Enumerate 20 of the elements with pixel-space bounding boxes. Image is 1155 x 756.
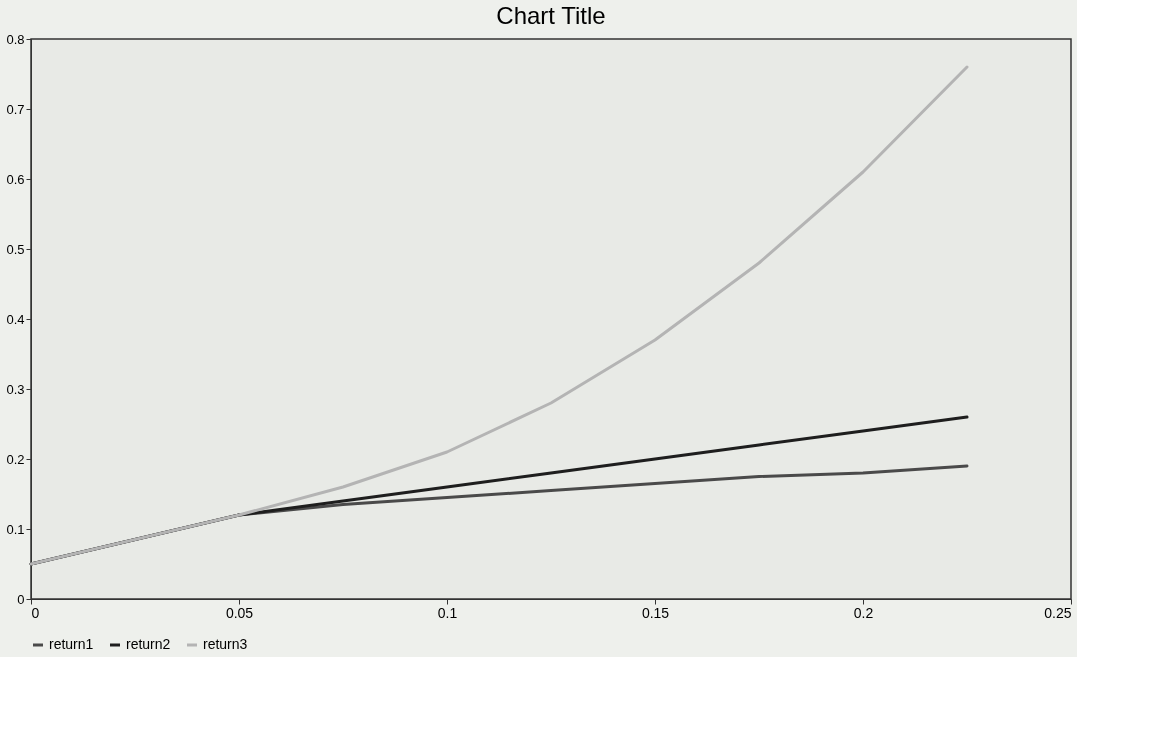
y-tick-label: 0.2 bbox=[6, 451, 25, 467]
y-tick-label: 0.5 bbox=[6, 241, 25, 257]
y-tick-label: 0.3 bbox=[6, 381, 25, 397]
legend-label: return2 bbox=[126, 636, 171, 652]
y-tick-label: 0.4 bbox=[6, 311, 25, 327]
y-tick-label: 0.1 bbox=[6, 521, 25, 537]
y-tick-label: 0.6 bbox=[6, 171, 25, 187]
x-tick-label: 0.05 bbox=[225, 604, 254, 621]
x-tick-label: 0.2 bbox=[853, 604, 874, 621]
legend-label: return1 bbox=[49, 636, 94, 652]
y-tick-label: 0.8 bbox=[6, 31, 25, 47]
y-tick-label: 0.7 bbox=[6, 101, 25, 117]
chart-title: Chart Title bbox=[496, 2, 606, 29]
x-tick-label: 0 bbox=[31, 604, 40, 621]
y-tick-label: 0 bbox=[17, 591, 25, 607]
x-tick-label: 0.1 bbox=[437, 604, 458, 621]
x-tick-label: 0.25 bbox=[1044, 604, 1072, 621]
legend-label: return3 bbox=[203, 636, 248, 652]
x-tick-label: 0.15 bbox=[641, 604, 670, 621]
line-series bbox=[29, 65, 969, 566]
